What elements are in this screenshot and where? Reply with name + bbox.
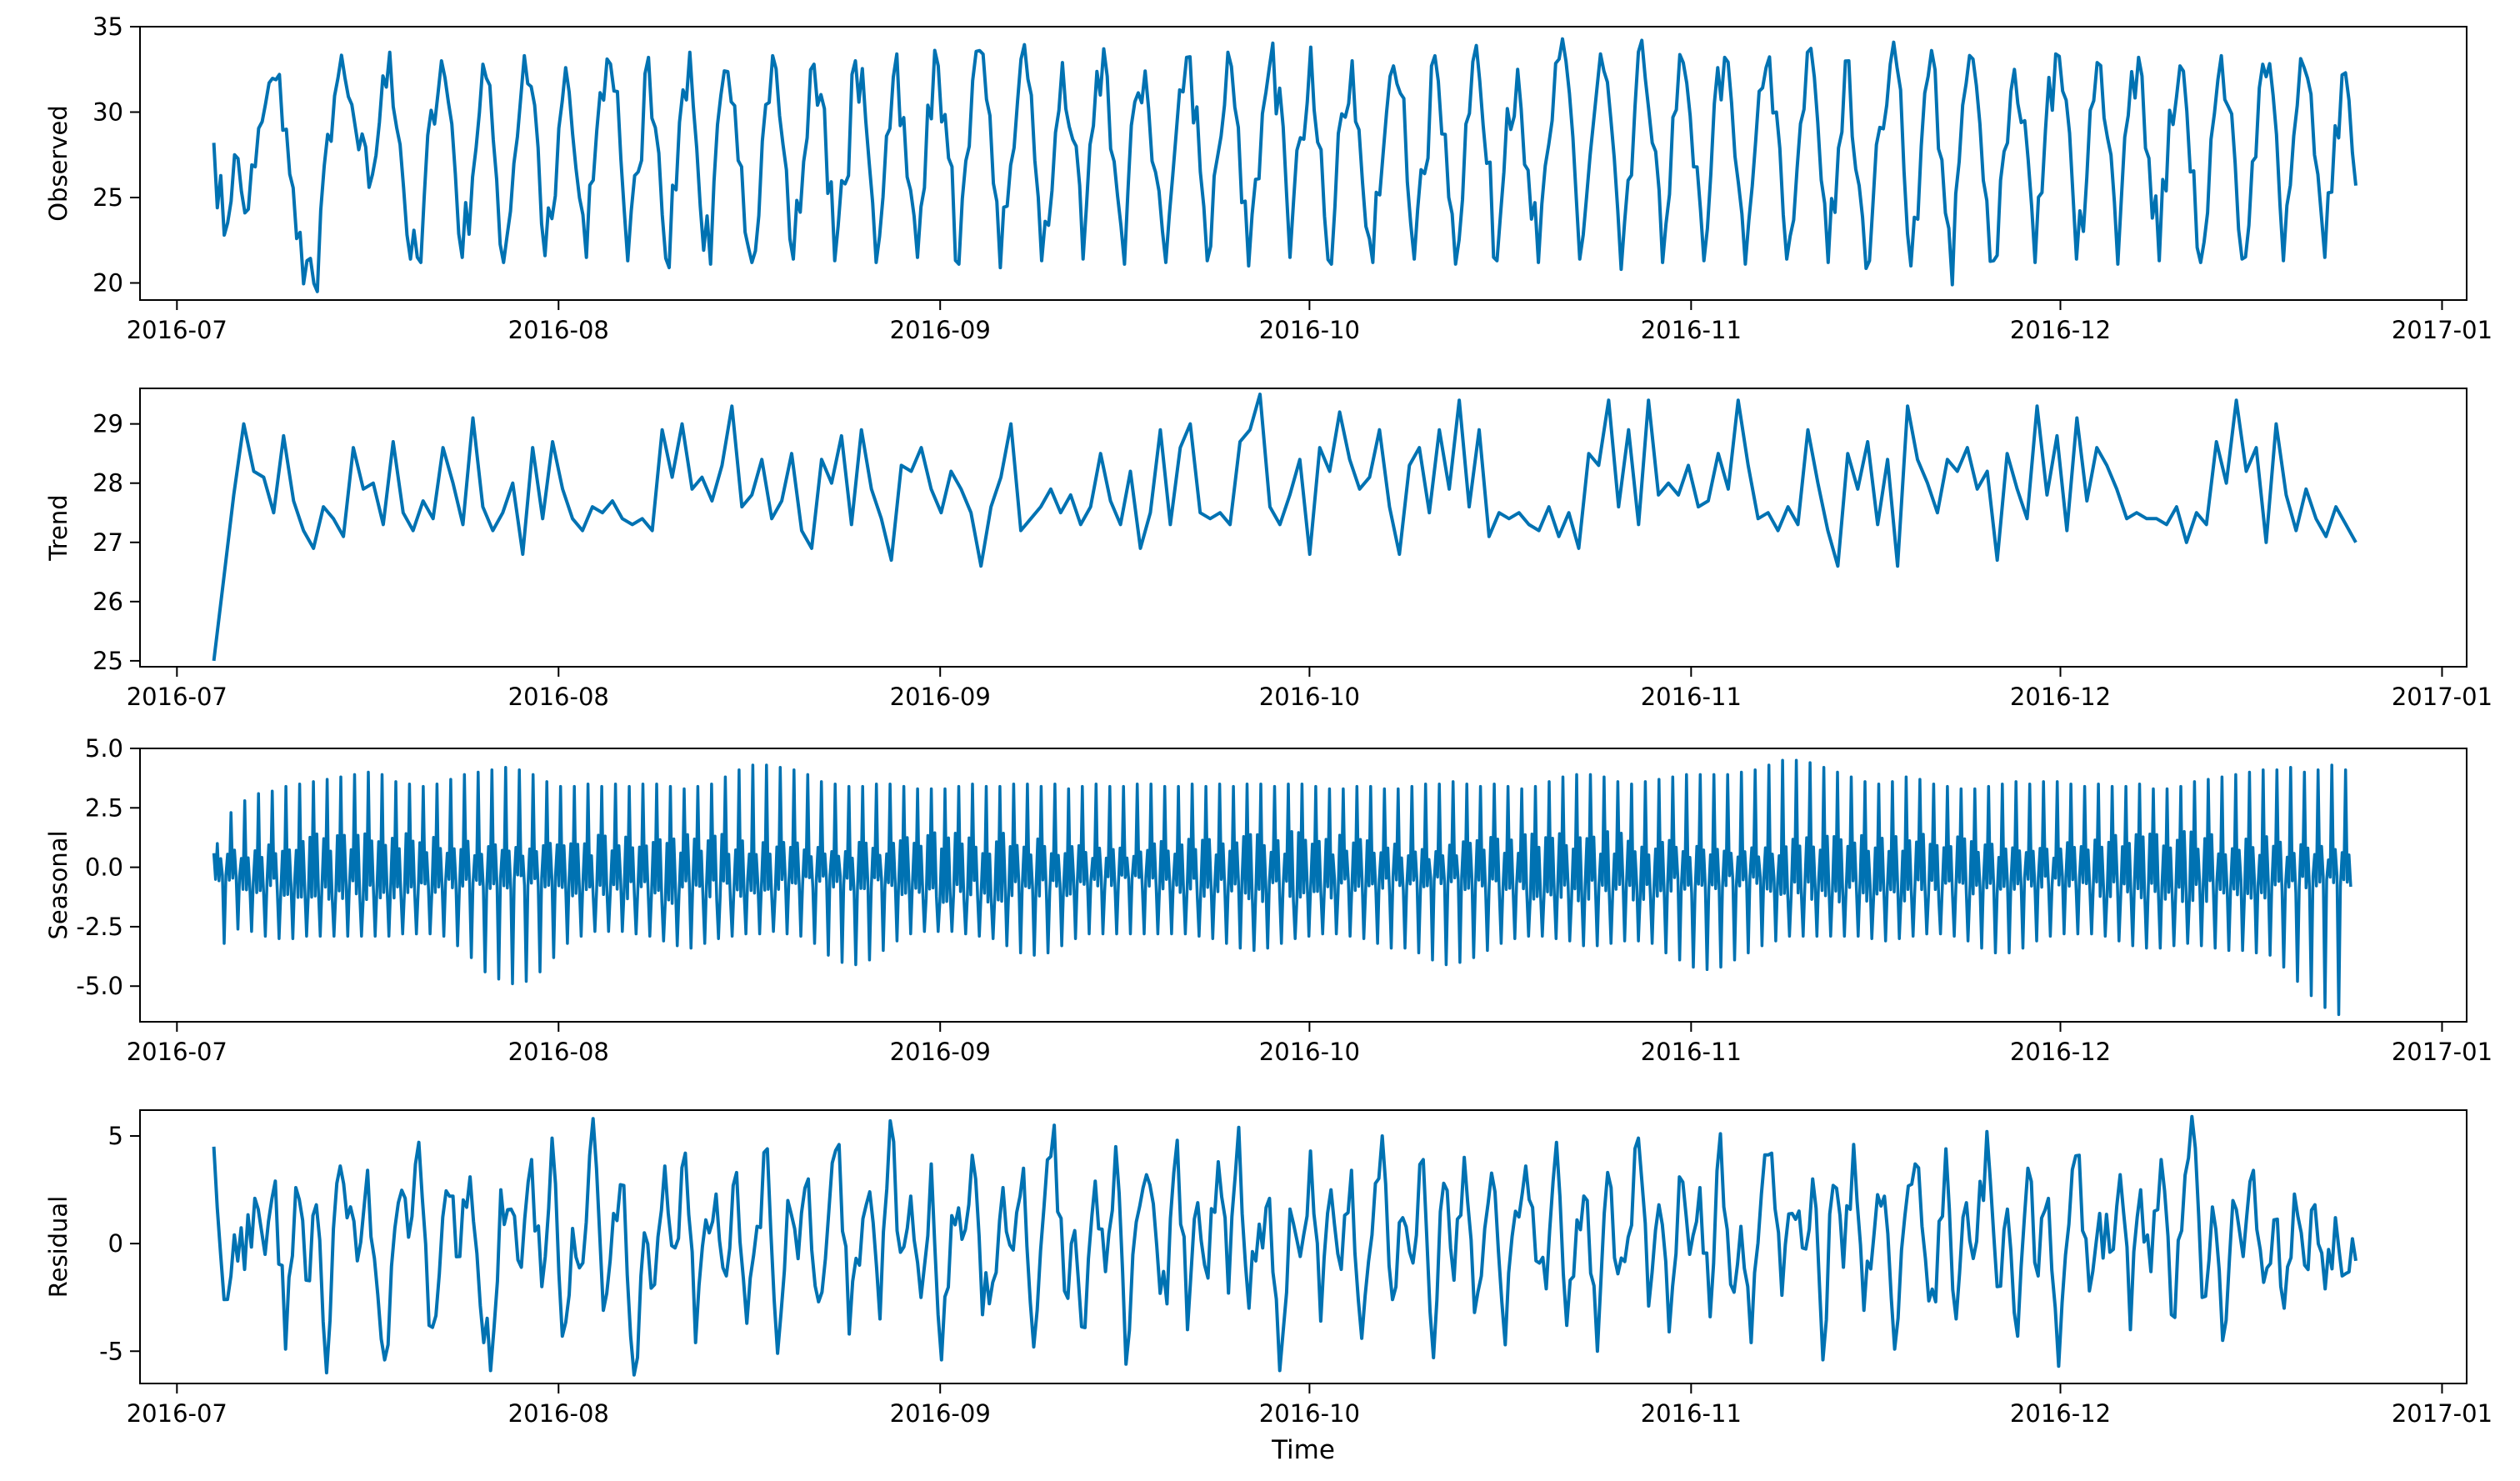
x-tick-label: 2016-07: [127, 316, 228, 344]
x-tick-label: 2016-12: [2010, 683, 2111, 711]
series-residual: [212, 1114, 2358, 1377]
y-axis-label: Seasonal: [44, 830, 72, 939]
x-tick-label: 2017-01: [2392, 316, 2492, 344]
y-axis-label: Observed: [44, 105, 72, 222]
y-tick-label: -5.0: [76, 972, 123, 1000]
x-axis-label: Time: [1271, 1435, 1335, 1465]
x-tick-label: 2017-01: [2392, 1399, 2492, 1428]
x-tick-label: 2016-10: [1259, 316, 1360, 344]
y-tick-label: 30: [92, 98, 123, 127]
y-tick-label: 2.5: [85, 793, 123, 822]
axes-frame: [139, 388, 2468, 668]
y-tick-label: 0.0: [85, 853, 123, 882]
x-tick-label: 2016-12: [2010, 1038, 2111, 1066]
x-tick-label: 2016-11: [1641, 1399, 1742, 1428]
y-tick-label: 28: [92, 469, 123, 498]
y-tick-label: 25: [92, 183, 123, 212]
y-tick-label: -5: [99, 1337, 123, 1365]
x-tick-label: 2016-09: [890, 316, 991, 344]
line-observed: [212, 37, 2358, 293]
x-tick-label: 2016-08: [508, 316, 609, 344]
line-trend: [212, 393, 2358, 662]
y-tick-label: 26: [92, 588, 123, 616]
y-tick-label: 35: [92, 13, 123, 41]
y-tick-label: -2.5: [76, 913, 123, 941]
y-tick-label: 29: [92, 410, 123, 438]
series-seasonal: [212, 758, 2352, 1017]
x-tick-label: 2016-11: [1641, 316, 1742, 344]
x-tick-label: 2017-01: [2392, 1038, 2492, 1066]
x-tick-label: 2016-12: [2010, 316, 2111, 344]
axes-frame: [139, 748, 2468, 1023]
x-tick-label: 2016-11: [1641, 683, 1742, 711]
y-tick-label: 5.0: [85, 734, 123, 763]
panel-residual: -5 0 5 Residual 2016-07 2016-08 2016-09 2016-10…: [44, 1109, 2492, 1428]
x-tick-label: 2016-09: [890, 683, 991, 711]
series-observed: [212, 37, 2358, 293]
x-tick-label: 2016-11: [1641, 1038, 1742, 1066]
axes-frame: [139, 26, 2468, 301]
series-trend: [212, 393, 2358, 662]
y-tick-label: 27: [92, 528, 123, 557]
line-residual: [212, 1114, 2358, 1377]
x-tick-label: 2016-10: [1259, 1399, 1360, 1428]
panel-observed: 20 25 30 35 Observed 2016-07 2016-08 2016-09 201…: [44, 13, 2492, 344]
x-tick-label: 2016-09: [890, 1399, 991, 1428]
x-tick-label: 2017-01: [2392, 683, 2492, 711]
y-tick-label: 25: [92, 647, 123, 675]
x-tick-label: 2016-07: [127, 1038, 228, 1066]
panel-trend: 25 26 27 28 29 Trend 2016-07 2016-08 2016-09 2016…: [44, 388, 2492, 711]
y-tick-label: 0: [108, 1229, 123, 1258]
x-tick-label: 2016-08: [508, 1038, 609, 1066]
line-seasonal: [212, 758, 2352, 1017]
x-tick-label: 2016-09: [890, 1038, 991, 1066]
x-tick-label: 2016-07: [127, 683, 228, 711]
x-tick-label: 2016-10: [1259, 1038, 1360, 1066]
x-tick-label: 2016-10: [1259, 683, 1360, 711]
x-tick-label: 2016-08: [508, 683, 609, 711]
panel-seasonal: -5.0 -2.5 0.0 2.5 5.0 Seasonal 2016-07 2016-08 2…: [44, 734, 2492, 1066]
y-axis-label: Trend: [44, 494, 72, 561]
axes-frame: [139, 1109, 2468, 1384]
x-tick-label: 2016-07: [127, 1399, 228, 1428]
y-axis-label: Residual: [44, 1196, 72, 1298]
y-tick-label: 20: [92, 269, 123, 298]
y-tick-label: 5: [108, 1122, 123, 1150]
x-tick-label: 2016-12: [2010, 1399, 2111, 1428]
x-tick-label: 2016-08: [508, 1399, 609, 1428]
